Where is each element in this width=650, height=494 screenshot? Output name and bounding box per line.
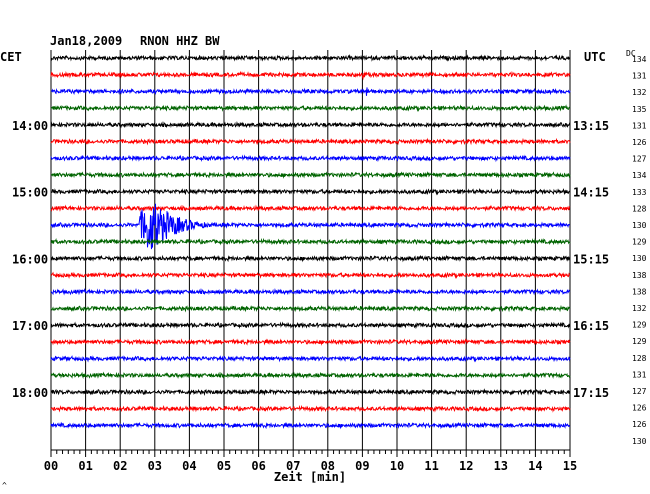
- seismic-trace: [50, 271, 571, 279]
- x-tick-label: 11: [424, 459, 438, 473]
- seismic-trace: [50, 287, 571, 296]
- x-tick-label: 08: [321, 459, 335, 473]
- x-axis-label: Zeit [min]: [274, 470, 346, 484]
- x-tick-label: 04: [182, 459, 196, 473]
- dc-value: 132: [632, 304, 647, 313]
- dc-value: 132: [632, 88, 647, 97]
- dc-header-label: DC: [626, 49, 636, 58]
- dc-values: 134 131 132 135 131 126 127 134 133 128 130 129 130 1…: [632, 55, 647, 446]
- x-tick-label: 15: [563, 459, 577, 473]
- chart-title-station: RNON HHZ BW: [140, 34, 220, 48]
- left-time-label: 18:00: [12, 386, 48, 400]
- dc-value: 138: [632, 287, 647, 296]
- seismic-trace: [50, 237, 571, 246]
- left-time-labels: 14:00 15:00 16:00 17:00 18:00: [12, 119, 48, 400]
- seismic-trace: [50, 104, 571, 112]
- right-time-label: 14:15: [573, 186, 609, 200]
- left-time-label: 16:00: [12, 252, 48, 266]
- seismic-traces: [50, 53, 571, 430]
- x-tick-label: 09: [355, 459, 369, 473]
- seismic-trace: [50, 204, 571, 212]
- dc-value: 128: [632, 204, 647, 213]
- dc-value: 131: [632, 370, 647, 379]
- chart-title-date: Jan18,2009: [50, 34, 122, 48]
- x-axis: 00 01 02 03 04 05 06 07 08 09 10 11 12 13 14 15: [44, 450, 577, 473]
- seismic-trace: [50, 70, 571, 81]
- seismic-trace: [50, 187, 571, 196]
- x-tick-label: 12: [459, 459, 473, 473]
- x-tick-label: 01: [78, 459, 92, 473]
- seismic-trace: [50, 87, 571, 96]
- x-tick-label: 10: [390, 459, 404, 473]
- dc-value: 126: [632, 138, 647, 147]
- seismic-trace: [50, 304, 571, 313]
- left-time-label: 15:00: [12, 186, 48, 200]
- right-time-label: 15:15: [573, 252, 609, 266]
- x-tick-label: 06: [251, 459, 265, 473]
- seismic-trace: [50, 254, 571, 263]
- right-time-labels: 13:15 14:15 15:15 16:15 17:15: [573, 119, 609, 400]
- dc-value: 134: [632, 171, 647, 180]
- dc-value: 130: [632, 437, 647, 446]
- left-timezone-label: CET: [0, 50, 22, 64]
- seismic-trace: [50, 53, 571, 62]
- dc-value: 129: [632, 321, 647, 330]
- x-tick-label: 05: [217, 459, 231, 473]
- dc-value: 127: [632, 387, 647, 396]
- right-time-label: 17:15: [573, 386, 609, 400]
- seismic-trace: [50, 203, 571, 250]
- x-tick-label: 00: [44, 459, 58, 473]
- x-tick-label: 07: [286, 459, 300, 473]
- seismic-trace: [50, 154, 571, 163]
- dc-value: 128: [632, 354, 647, 363]
- right-time-label: 16:15: [573, 319, 609, 333]
- seismic-trace: [51, 171, 571, 179]
- dc-value: 129: [632, 337, 647, 346]
- dc-value: 135: [632, 105, 647, 114]
- dc-value: 130: [632, 221, 647, 230]
- dc-value: 126: [632, 420, 647, 429]
- dc-value: 130: [632, 254, 647, 263]
- x-tick-label: 13: [494, 459, 508, 473]
- seismic-trace: [50, 321, 571, 330]
- seismic-trace: [50, 354, 571, 363]
- dc-value: 131: [632, 72, 647, 81]
- dc-value: 127: [632, 155, 647, 164]
- x-tick-label: 02: [113, 459, 127, 473]
- seismic-trace: [50, 388, 571, 397]
- x-tick-label: 14: [528, 459, 542, 473]
- left-time-label: 14:00: [12, 119, 48, 133]
- seismic-trace: [50, 338, 571, 346]
- dc-value: 126: [632, 404, 647, 413]
- seismic-trace: [50, 137, 571, 146]
- dc-value: 138: [632, 271, 647, 280]
- time-gridlines: [50, 50, 571, 451]
- seismic-trace: [50, 421, 571, 430]
- x-tick-label: 03: [148, 459, 162, 473]
- left-time-label: 17:00: [12, 319, 48, 333]
- seismic-trace: [50, 120, 571, 129]
- dc-value: 134: [632, 55, 647, 64]
- seismic-trace: [50, 404, 571, 413]
- dc-value: 129: [632, 238, 647, 247]
- right-time-label: 13:15: [573, 119, 609, 133]
- bottom-marker: ^: [2, 481, 7, 490]
- dc-value: 133: [632, 188, 647, 197]
- seismic-trace: [50, 371, 571, 380]
- right-timezone-label: UTC: [584, 50, 606, 64]
- dc-value: 131: [632, 121, 647, 130]
